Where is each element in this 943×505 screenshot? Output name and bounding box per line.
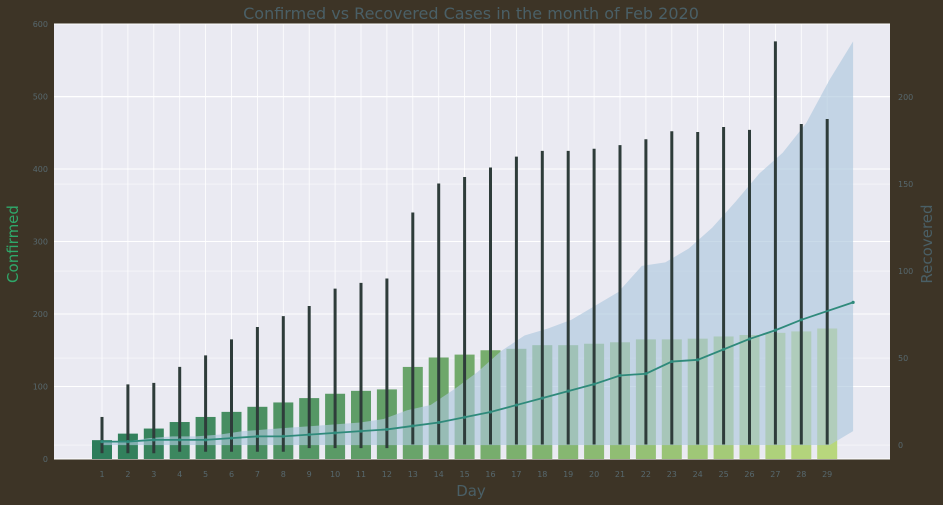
line-point — [799, 318, 803, 322]
x-tick-label: 8 — [281, 470, 286, 479]
x-tick-label: 17 — [511, 470, 521, 479]
x-tick-label: 28 — [796, 470, 806, 479]
x-tick-label: 29 — [822, 470, 832, 479]
line-point — [540, 396, 544, 400]
line-point — [696, 358, 700, 362]
left-tick-label: 500 — [33, 93, 48, 102]
line-point — [255, 434, 259, 438]
x-tick-label: 10 — [330, 470, 340, 479]
left-tick-label: 400 — [33, 165, 48, 174]
line-point — [670, 359, 674, 364]
x-tick-label: 21 — [615, 470, 625, 479]
left-tick-label: 0 — [43, 455, 48, 464]
line-point — [566, 389, 570, 393]
right-tick-label: 150 — [898, 180, 913, 189]
x-axis-label: Day — [456, 482, 486, 500]
line-point — [722, 347, 726, 351]
x-tick-label: 4 — [177, 470, 182, 479]
x-tick-label: 6 — [229, 470, 234, 479]
chart-title: Confirmed vs Recovered Cases in the mont… — [243, 4, 699, 23]
line-point — [385, 427, 389, 432]
x-tick-label: 15 — [460, 470, 470, 479]
x-tick-label: 11 — [356, 470, 366, 479]
line-point — [359, 429, 363, 433]
line-point — [488, 410, 493, 414]
x-tick-label: 18 — [537, 470, 547, 479]
x-tick-label: 26 — [744, 470, 754, 479]
x-tick-label: 19 — [563, 470, 573, 479]
line-point — [307, 433, 311, 437]
x-tick-label: 9 — [307, 470, 312, 479]
x-tick-label: 13 — [408, 470, 418, 479]
left-tick-label: 300 — [33, 238, 48, 247]
line-point — [592, 382, 596, 386]
left-tick-label: 200 — [33, 310, 48, 319]
line-point — [281, 434, 285, 438]
x-tick-label: 25 — [719, 470, 729, 479]
left-tick-label: 600 — [33, 20, 48, 29]
line-point — [747, 337, 752, 341]
recovered-confidence-band — [102, 41, 854, 446]
line-point — [229, 436, 234, 440]
x-tick-label: 5 — [203, 470, 208, 479]
left-axis-label: Confirmed — [4, 205, 22, 283]
x-tick-label: 22 — [641, 470, 651, 479]
x-tick-label: 7 — [255, 470, 260, 479]
line-point — [204, 438, 208, 442]
line-point — [463, 415, 467, 419]
left-tick-label: 100 — [33, 383, 48, 392]
line-point — [437, 420, 441, 425]
x-tick-label: 1 — [99, 470, 104, 479]
x-tick-label: 16 — [485, 470, 495, 479]
line-point — [178, 438, 182, 442]
x-tick-label: 2 — [125, 470, 130, 479]
line-point — [100, 440, 104, 444]
right-axis-label: Recovered — [918, 204, 936, 283]
line-point — [152, 438, 156, 442]
line-point — [644, 372, 648, 376]
line-point — [618, 373, 622, 378]
x-tick-label: 23 — [667, 470, 677, 479]
right-tick-label: 50 — [898, 354, 908, 363]
line-point — [773, 328, 778, 332]
x-tick-label: 27 — [770, 470, 780, 479]
x-tick-label: 14 — [434, 470, 444, 479]
x-tick-label: 20 — [589, 470, 599, 479]
line-point — [851, 300, 855, 304]
line-point — [514, 403, 519, 407]
right-tick-label: 200 — [898, 93, 913, 102]
line-point — [126, 440, 130, 444]
line-point — [333, 431, 337, 435]
right-tick-label: 0 — [898, 441, 903, 450]
line-point — [411, 424, 415, 428]
x-tick-label: 24 — [693, 470, 703, 479]
x-tick-label: 3 — [151, 470, 156, 479]
right-tick-label: 100 — [898, 267, 913, 276]
x-tick-label: 12 — [382, 470, 392, 479]
